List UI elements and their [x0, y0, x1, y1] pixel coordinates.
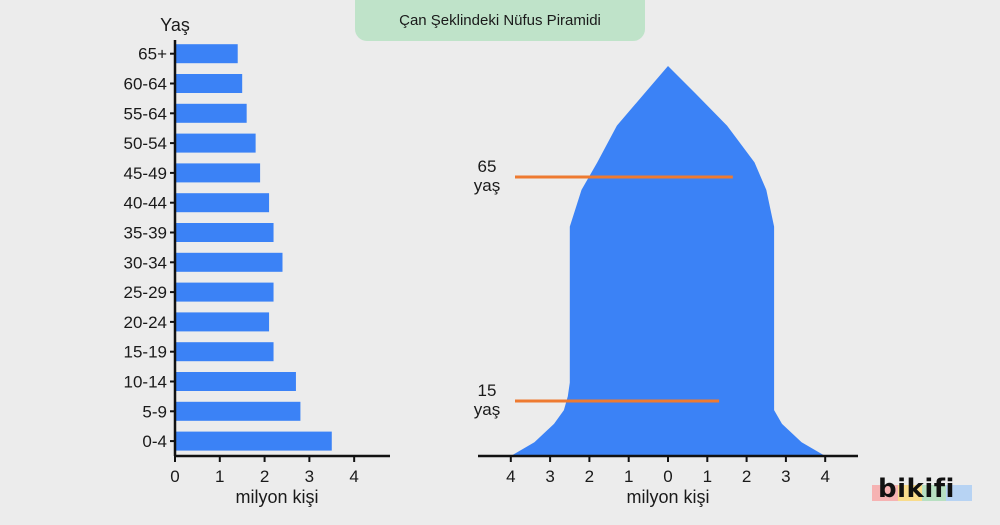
bar-25-29 [175, 282, 274, 302]
x-tick-label: 4 [349, 467, 358, 486]
x-tick-label: 1 [624, 467, 633, 486]
y-tick-label: 15-19 [124, 343, 167, 362]
bar-35-39 [175, 223, 274, 242]
y-axis-title: Yaş [160, 15, 190, 35]
bar-50-54 [175, 133, 256, 153]
bar-40-44 [175, 193, 270, 213]
chart-title: Çan Şeklindeki Nüfus Piramidi [355, 0, 645, 41]
logo-text: bikifi [878, 474, 955, 504]
x-tick-label: 1 [215, 467, 224, 486]
y-tick-label: 55-64 [124, 104, 167, 123]
x-tick-label: 3 [781, 467, 790, 486]
y-tick-label: 40-44 [124, 194, 167, 213]
age-bar-chart: 0-4 5-9 10-14 15-19 20-24 25-29 30-34 35-39 40-4… [124, 15, 390, 507]
logo-stripe-4 [946, 485, 972, 501]
logo-stripe-1 [872, 485, 898, 501]
y-tick-label: 5-9 [142, 402, 167, 421]
x-axis-title: milyon kişi [235, 487, 318, 507]
bar-45-49 [175, 163, 261, 183]
bar-5-9 [175, 401, 301, 421]
bell-shape [510, 66, 826, 456]
age-marker-value: 15 [478, 381, 497, 400]
y-tick-label: 10-14 [124, 373, 167, 392]
y-tick-label: 0-4 [142, 432, 167, 451]
y-tick-label: 30-34 [124, 253, 167, 272]
age-marker-unit: yaş [474, 176, 500, 195]
bar-30-34 [175, 252, 283, 272]
x-tick-label: 2 [742, 467, 751, 486]
age-marker-value: 65 [478, 157, 497, 176]
bar-65+ [175, 44, 238, 64]
y-tick-label: 60-64 [124, 75, 167, 94]
y-tick-label: 50-54 [124, 134, 167, 153]
logo-stripe-3 [922, 485, 946, 501]
bar-15-19 [175, 342, 274, 362]
bar-10-14 [175, 372, 296, 391]
x-tick-label: 0 [170, 467, 179, 486]
y-tick-label: 20-24 [124, 313, 167, 332]
y-tick-label: 65+ [138, 45, 167, 64]
x-tick-label: 4 [506, 467, 515, 486]
x-tick-label: 3 [545, 467, 554, 486]
x-tick-label: 2 [260, 467, 269, 486]
x-axis-title: milyon kişi [626, 487, 709, 507]
x-tick-label: 0 [663, 467, 672, 486]
x-tick-label: 2 [585, 467, 594, 486]
bikifi-logo: bikifi [872, 470, 972, 510]
x-tick-label: 3 [305, 467, 314, 486]
bar-60-64 [175, 74, 243, 93]
bar-0-4 [175, 431, 332, 451]
y-tick-label: 35-39 [124, 224, 167, 243]
y-tick-label: 45-49 [124, 164, 167, 183]
x-tick-label: 1 [703, 467, 712, 486]
bar-20-24 [175, 312, 270, 332]
y-tick-label: 25-29 [124, 283, 167, 302]
x-tick-label: 4 [820, 467, 829, 486]
age-marker-unit: yaş [474, 400, 500, 419]
bar-55-64 [175, 103, 247, 123]
logo-stripe-2 [898, 485, 922, 501]
